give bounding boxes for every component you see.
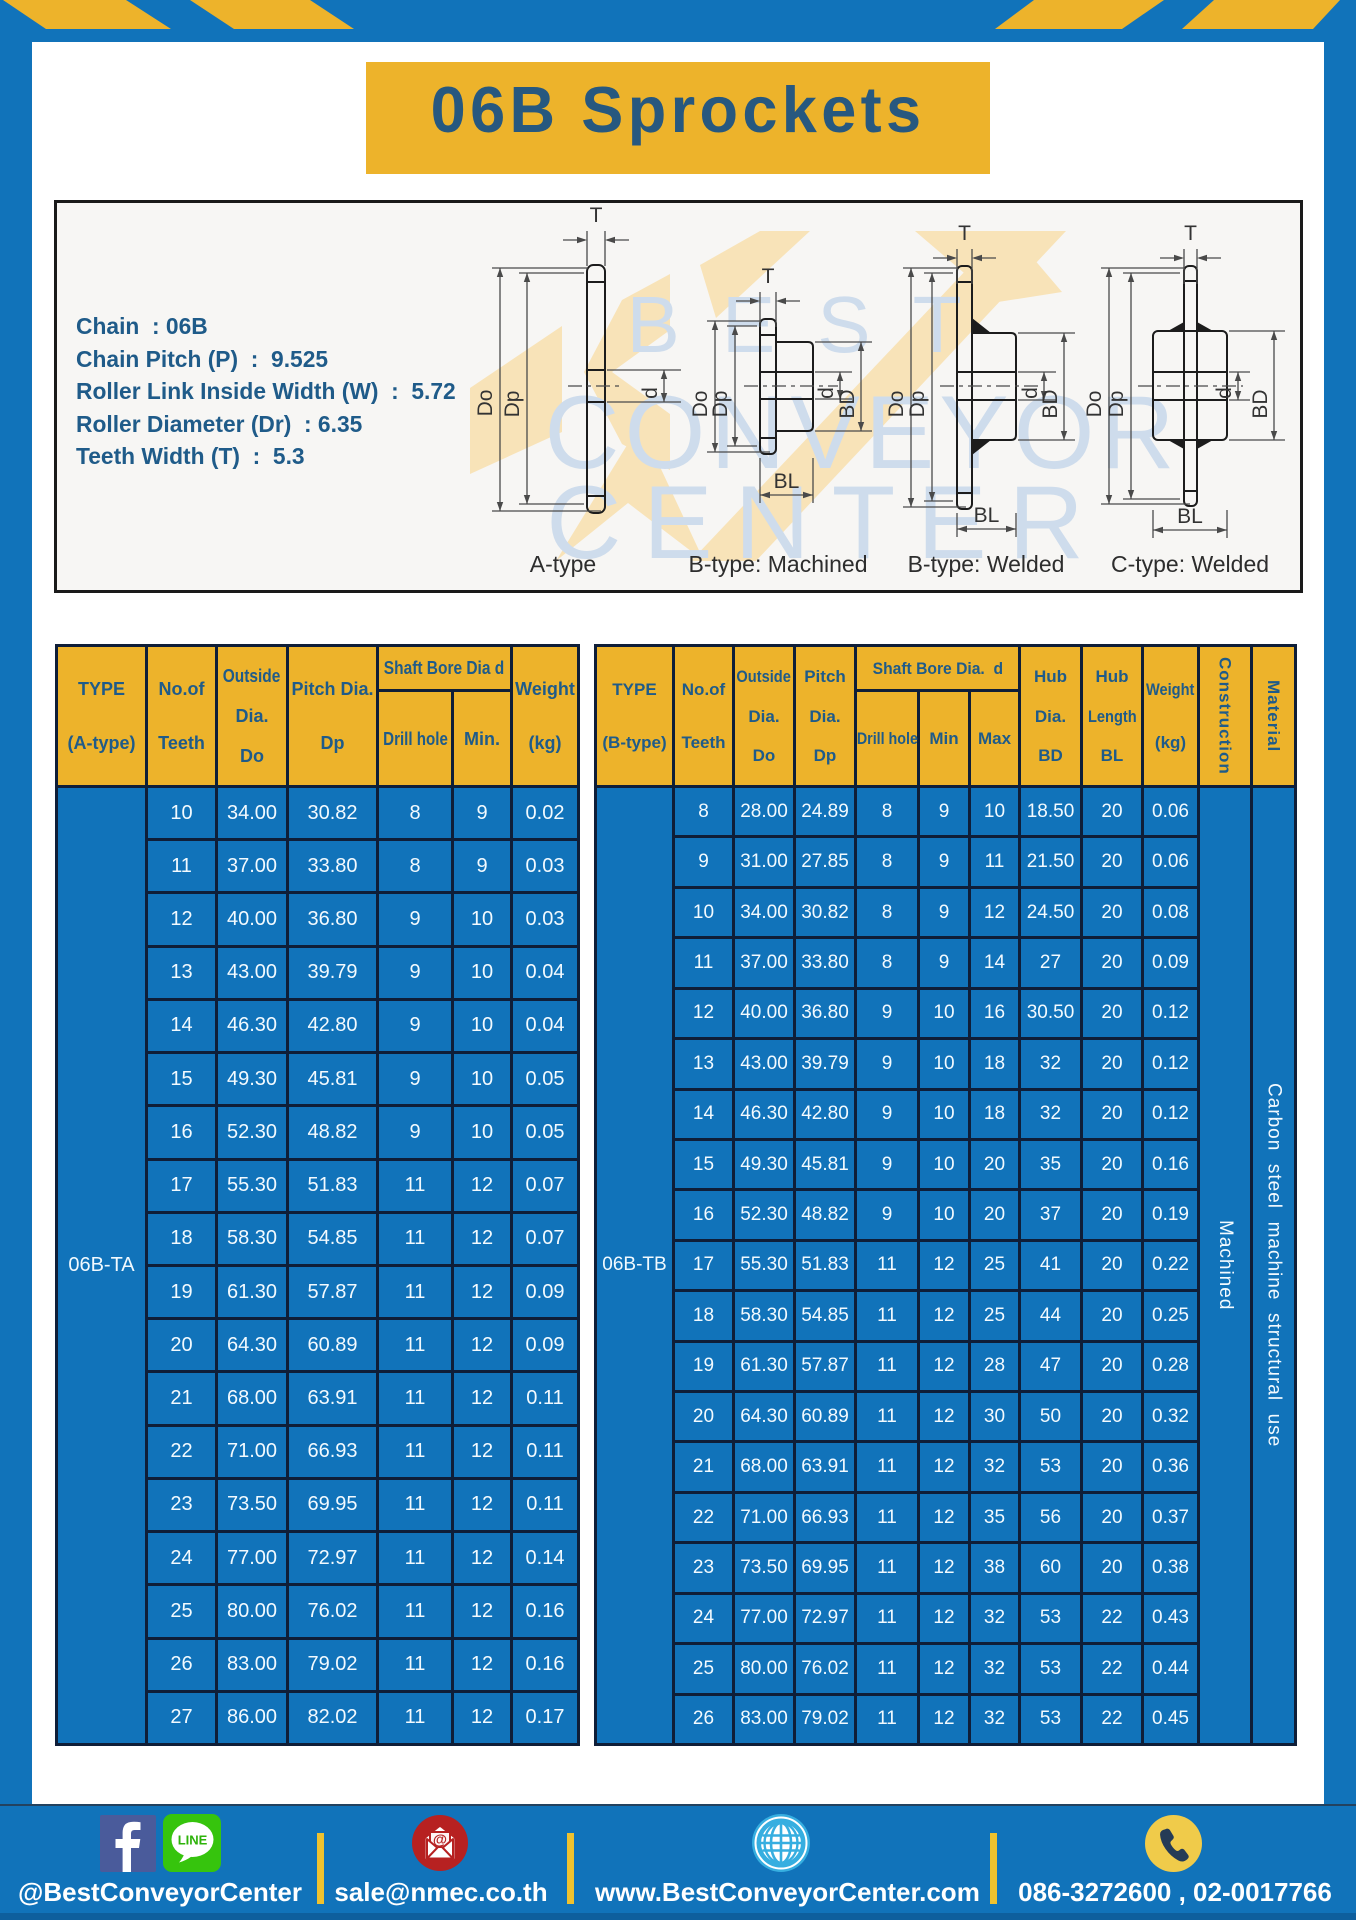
svg-text:BL: BL: [1177, 505, 1203, 528]
svg-text:T: T: [958, 222, 971, 245]
svg-text:d: d: [1019, 387, 1042, 399]
svg-text:d: d: [815, 387, 838, 399]
svg-text:Dp: Dp: [1105, 391, 1128, 418]
svg-text:Do: Do: [689, 391, 712, 418]
svg-text:@: @: [433, 1833, 447, 1849]
svg-text:d: d: [1213, 387, 1236, 399]
svg-text:Do: Do: [1083, 391, 1106, 418]
svg-text:BD: BD: [836, 389, 859, 418]
svg-text:T: T: [762, 265, 775, 288]
svg-text:CONVEYOR: CONVEYOR: [544, 375, 1179, 491]
svg-text:Dp: Dp: [501, 391, 524, 418]
svg-text:BL: BL: [974, 504, 1000, 527]
svg-text:Dp: Dp: [709, 391, 732, 418]
svg-text:Do: Do: [885, 391, 908, 418]
svg-text:Do: Do: [474, 390, 497, 417]
svg-text:T: T: [1184, 222, 1197, 245]
svg-text:C-type: Welded: C-type: Welded: [1111, 551, 1269, 577]
svg-text:LINE: LINE: [178, 1833, 208, 1848]
svg-text:d: d: [639, 387, 662, 399]
svg-text:Dp: Dp: [906, 391, 929, 418]
svg-text:BL: BL: [774, 470, 800, 493]
svg-text:BEST: BEST: [627, 280, 1004, 369]
svg-text:CENTER: CENTER: [546, 465, 1106, 581]
svg-text:BD: BD: [1249, 389, 1272, 418]
svg-text:B-type: Machined: B-type: Machined: [689, 551, 868, 577]
svg-text:B-type: Welded: B-type: Welded: [908, 551, 1065, 577]
svg-text:A-type: A-type: [530, 551, 596, 577]
svg-text:T: T: [590, 204, 603, 227]
svg-text:BD: BD: [1039, 389, 1062, 418]
